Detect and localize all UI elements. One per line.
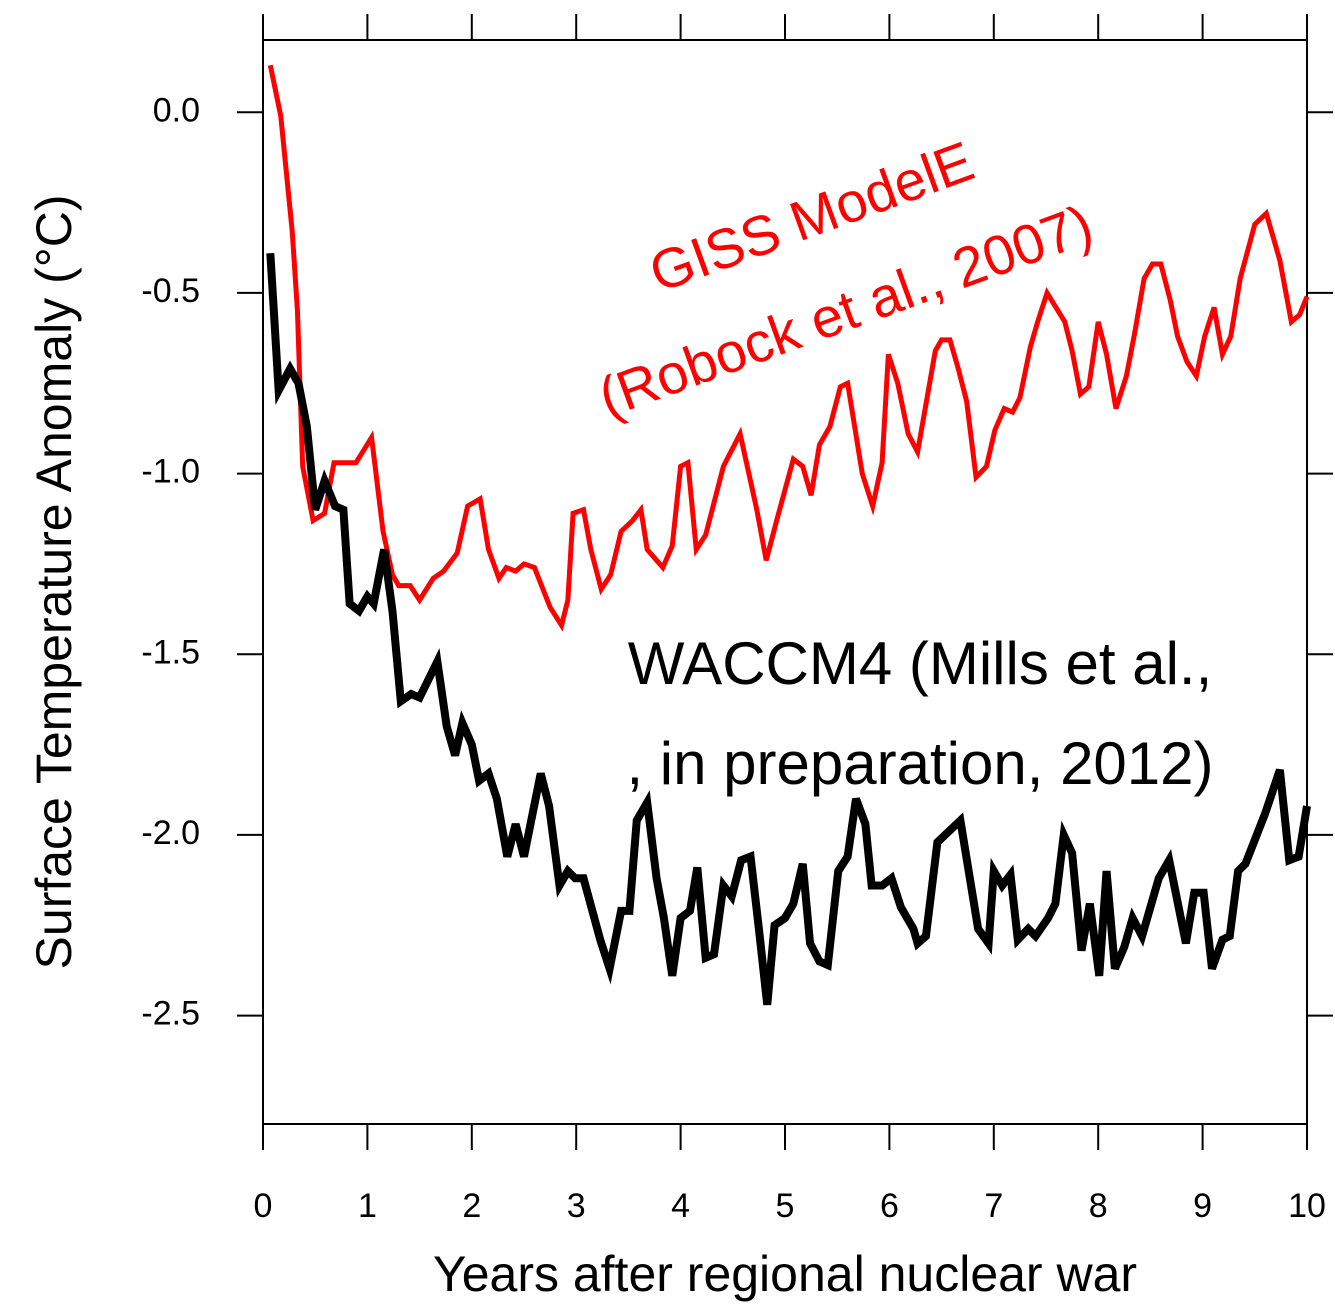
- data-line: [266, 252, 1311, 1006]
- x-tick-label: 9: [1193, 1187, 1212, 1225]
- x-tick-label: 6: [880, 1187, 899, 1225]
- y-axis-label: Surface Temperature Anomaly (°C): [26, 195, 82, 970]
- x-axis-label: Years after regional nuclear war: [433, 1246, 1137, 1302]
- y-tick-label: -2.0: [141, 814, 200, 852]
- annotation-text: WACCM4 (Mills et al.,: [628, 630, 1212, 697]
- x-tick-label: 10: [1288, 1187, 1326, 1225]
- x-tick-label: 8: [1089, 1187, 1108, 1225]
- x-tick-label: 4: [671, 1187, 690, 1225]
- data-line: [267, 64, 1310, 632]
- y-tick-label: 0.0: [153, 91, 200, 129]
- y-tick-label: -0.5: [141, 272, 200, 310]
- x-tick-label: 0: [254, 1187, 273, 1225]
- x-tick-label: 1: [358, 1187, 377, 1225]
- y-tick-label: -2.5: [141, 995, 200, 1033]
- y-tick-label: -1.5: [141, 633, 200, 671]
- x-tick-label: 2: [462, 1187, 481, 1225]
- annotation: GISS ModelE(Robock et al., 2007): [590, 129, 1100, 429]
- x-tick-label: 5: [776, 1187, 795, 1225]
- x-tick-label: 3: [567, 1187, 586, 1225]
- annotation: WACCM4 (Mills et al., , in preparation, 2…: [626, 630, 1213, 797]
- annotation-text: , in preparation, 2012): [626, 730, 1213, 797]
- y-tick-label: -1.0: [141, 453, 200, 491]
- x-tick-label: 7: [984, 1187, 1003, 1225]
